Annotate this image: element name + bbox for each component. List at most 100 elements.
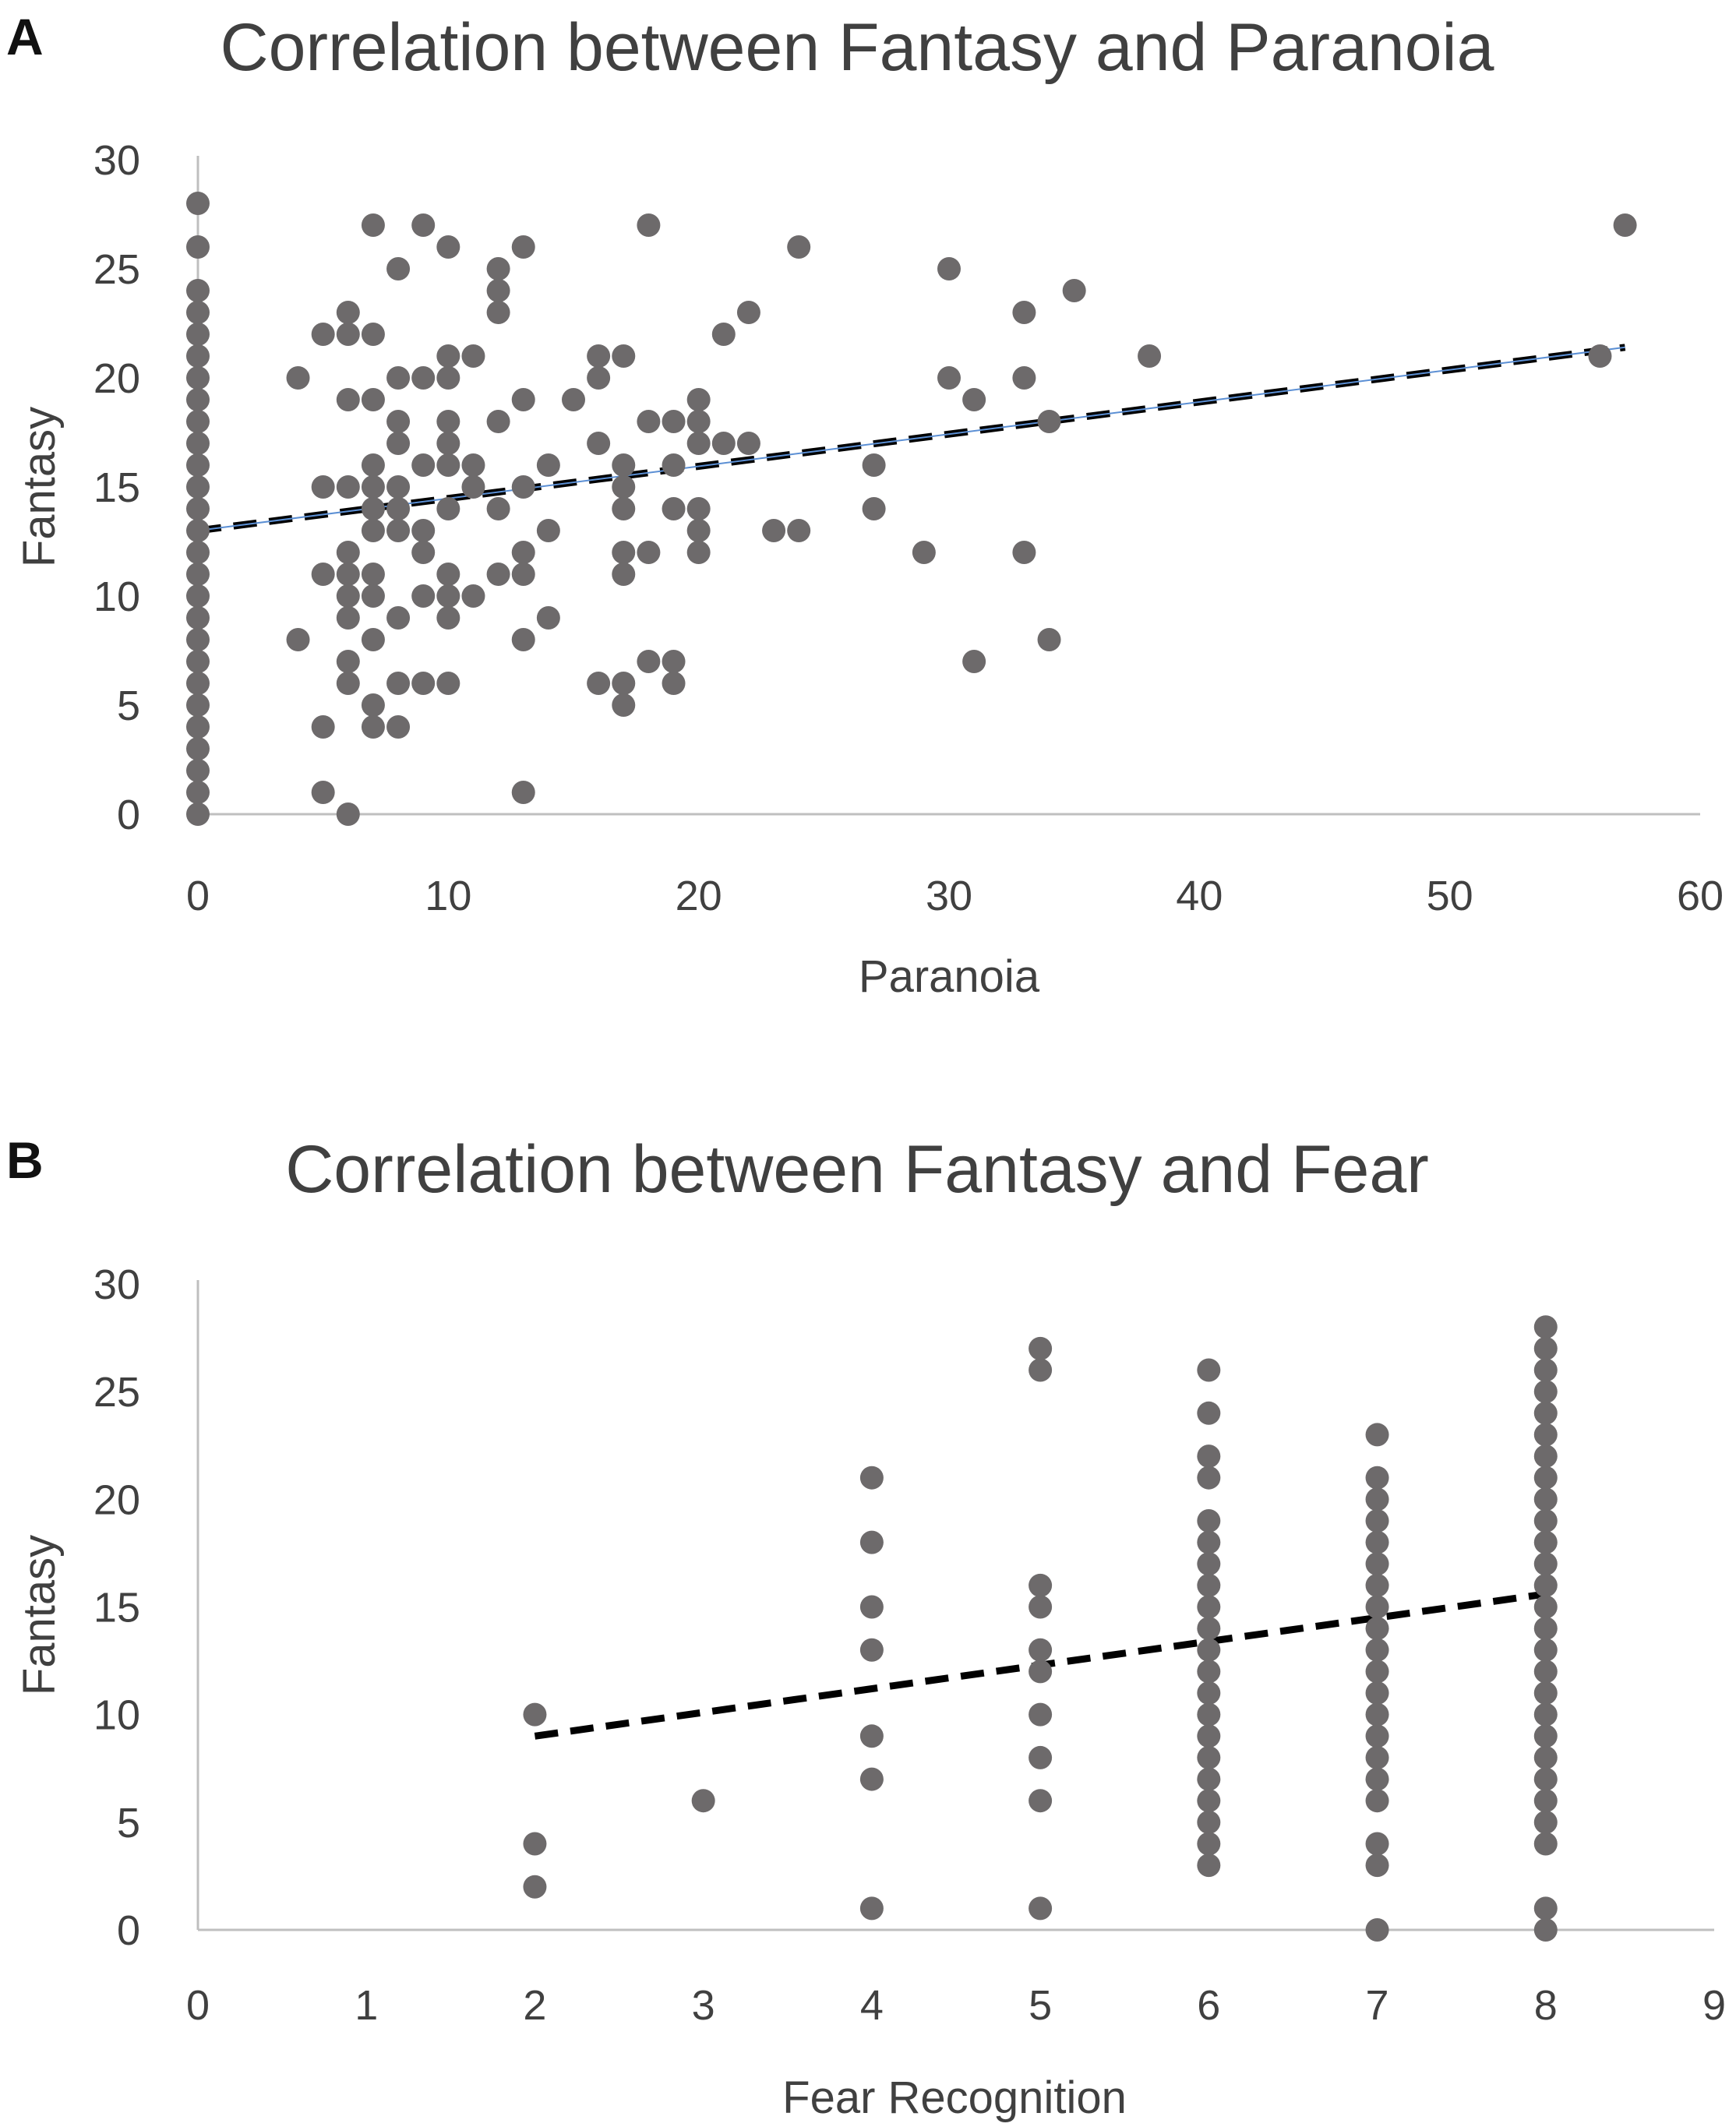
data-point-b	[1197, 1552, 1221, 1576]
data-point-b	[1029, 1573, 1053, 1597]
data-point-b	[859, 1638, 884, 1662]
data-point-a	[436, 584, 460, 608]
data-point-a	[637, 213, 661, 237]
data-point-a	[286, 628, 310, 651]
data-point-a	[436, 606, 460, 630]
data-point-a	[686, 410, 711, 433]
data-point-a	[361, 628, 385, 651]
data-point-a	[186, 759, 210, 782]
x-tick-label-a: 40	[1176, 873, 1223, 919]
data-point-a	[336, 672, 360, 695]
data-point-b	[1197, 1745, 1221, 1769]
y-tick-label-a: 30	[94, 137, 140, 184]
data-point-b	[1533, 1466, 1558, 1490]
data-point-b	[1365, 1702, 1389, 1727]
data-point-a	[336, 323, 360, 346]
data-point-a	[1012, 366, 1036, 390]
data-point-b	[1533, 1896, 1558, 1921]
y-tick-label-a: 20	[94, 355, 140, 402]
data-point-a	[186, 563, 210, 586]
x-tick-label-b: 9	[1702, 1982, 1726, 2029]
data-point-b	[1197, 1702, 1221, 1727]
data-point-a	[186, 235, 210, 259]
data-point-a	[186, 497, 210, 520]
data-point-a	[186, 279, 210, 302]
data-point-a	[536, 519, 560, 542]
data-point-a	[186, 432, 210, 455]
y-tick-label-a: 15	[94, 464, 140, 511]
data-point-a	[612, 693, 636, 717]
data-point-a	[361, 563, 385, 586]
data-point-a	[436, 344, 460, 368]
data-point-a	[186, 672, 210, 695]
data-point-a	[336, 388, 360, 411]
data-point-a	[311, 323, 335, 346]
y-tick-label-b: 20	[94, 1476, 140, 1523]
y-axis-title-a: Fantasy	[14, 407, 65, 567]
data-point-b	[1533, 1745, 1558, 1769]
data-point-a	[186, 802, 210, 826]
data-point-a	[336, 802, 360, 826]
data-point-a	[386, 606, 411, 630]
x-tick-label-b: 4	[860, 1982, 884, 2029]
data-point-b	[1533, 1832, 1558, 1856]
data-point-b	[1533, 1724, 1558, 1748]
data-point-a	[311, 781, 335, 804]
data-point-a	[1062, 279, 1086, 302]
y-tick-label-b: 30	[94, 1261, 140, 1308]
data-point-a	[386, 672, 411, 695]
data-point-a	[511, 628, 535, 651]
data-point-a	[186, 301, 210, 324]
data-point-a	[612, 475, 636, 499]
data-point-a	[436, 410, 460, 433]
x-tick-label-a: 50	[1427, 873, 1473, 919]
data-point-b	[1533, 1552, 1558, 1576]
data-point-a	[436, 563, 460, 586]
data-point-a	[361, 323, 385, 346]
data-point-a	[511, 475, 535, 499]
data-point-a	[587, 344, 611, 368]
data-point-a	[411, 366, 436, 390]
data-point-a	[1012, 301, 1036, 324]
data-point-b	[1029, 1702, 1053, 1727]
data-point-b	[859, 1896, 884, 1921]
panel-letter-b: B	[6, 1131, 44, 1189]
data-point-a	[286, 366, 310, 390]
y-tick-label-a: 25	[94, 246, 140, 293]
data-point-a	[1613, 213, 1637, 237]
data-point-a	[662, 410, 686, 433]
data-point-a	[787, 235, 811, 259]
data-point-a	[336, 301, 360, 324]
x-axis-title-a: Paranoia	[859, 951, 1040, 1002]
data-point-b	[1533, 1617, 1558, 1641]
y-tick-label-b: 25	[94, 1369, 140, 1416]
data-point-a	[336, 584, 360, 608]
data-point-b	[1197, 1508, 1221, 1533]
data-point-a	[461, 475, 485, 499]
data-point-a	[336, 650, 360, 673]
data-point-a	[662, 672, 686, 695]
x-tick-label-b: 5	[1029, 1982, 1052, 2029]
x-axis-title-b: Fear Recognition	[782, 2072, 1127, 2123]
data-point-b	[1197, 1810, 1221, 1834]
data-point-a	[436, 497, 460, 520]
data-point-a	[186, 541, 210, 564]
data-point-a	[186, 344, 210, 368]
data-point-b	[1197, 1854, 1221, 1878]
x-tick-label-b: 0	[186, 1982, 210, 2029]
y-tick-label-b: 10	[94, 1692, 140, 1739]
data-point-a	[1037, 628, 1061, 651]
data-point-a	[361, 519, 385, 542]
data-point-b	[1197, 1681, 1221, 1705]
data-point-a	[662, 497, 686, 520]
data-point-b	[1029, 1638, 1053, 1662]
data-point-b	[1533, 1380, 1558, 1404]
data-point-b	[523, 1832, 547, 1856]
data-point-a	[787, 519, 811, 542]
data-point-b	[1197, 1573, 1221, 1597]
data-point-b	[1197, 1767, 1221, 1791]
data-point-a	[536, 606, 560, 630]
data-point-a	[562, 388, 585, 411]
data-point-b	[1365, 1767, 1389, 1791]
